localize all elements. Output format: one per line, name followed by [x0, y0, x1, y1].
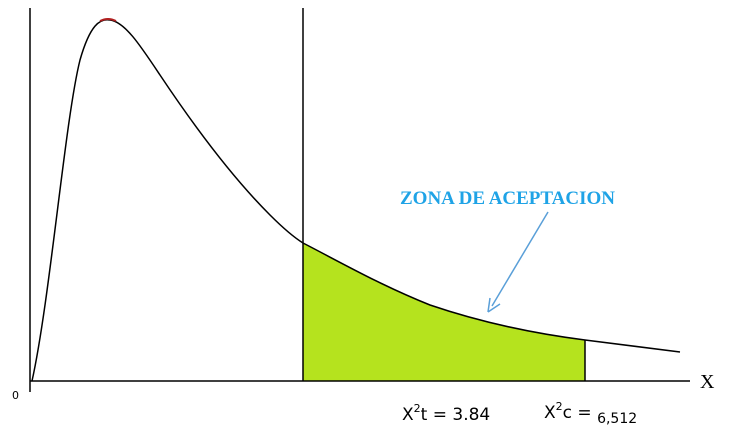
label-sup: 2 [414, 402, 421, 415]
label-sup: 2 [556, 400, 563, 413]
critical-calc-label: X2c = 6,512 [544, 400, 637, 427]
label-rest: t = 3.84 [421, 405, 491, 425]
label-rest: c = [563, 403, 597, 423]
arrow-head [487, 297, 501, 313]
label-base: X [544, 403, 556, 423]
peak-mark [99, 18, 117, 22]
chi-square-curve [31, 18, 681, 382]
label-base: X [402, 405, 414, 425]
zone-label: ZONA DE ACEPTACION [400, 188, 615, 209]
critical-table-label: X2t = 3.84 [402, 402, 490, 425]
arrow-shaft [491, 211, 549, 307]
x-axis-label: X [700, 371, 715, 393]
acceptance-area [303, 243, 585, 381]
label-value: 6,512 [597, 411, 637, 427]
origin-label: 0 [12, 389, 19, 402]
